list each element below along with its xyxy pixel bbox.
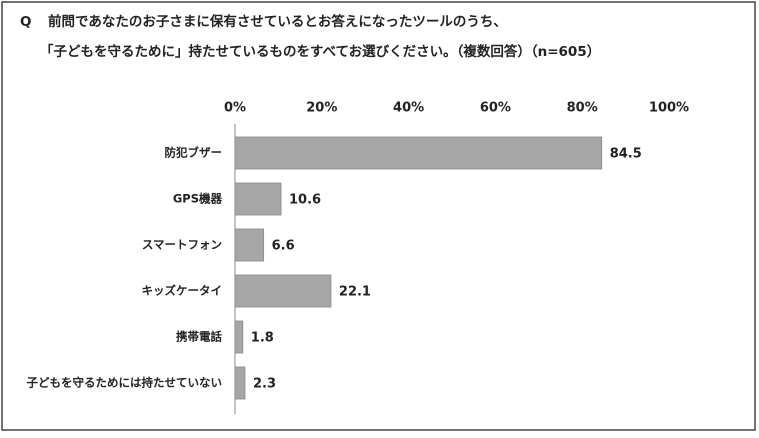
frame (1, 1, 756, 431)
x-tick-label: 40% (393, 101, 424, 116)
x-tick-label: 20% (306, 101, 337, 116)
chart-title: 「子どもを守るために」持たせているものをすべてお選びください。（複数回答）（n=… (40, 43, 600, 60)
bar (234, 366, 246, 400)
y-tick-label: キッズケータイ (142, 284, 223, 298)
y-tick-label: 子どもを守るためには持たせていない (27, 376, 223, 390)
value-label: 6.6 (272, 239, 295, 254)
bar (234, 136, 603, 170)
y-tick-label: 防犯ブザー (165, 146, 223, 160)
x-tick-label: 60% (480, 101, 511, 116)
y-tick-label: 携帯電話 (176, 330, 222, 344)
value-label: 22.1 (339, 285, 371, 300)
question-label: Q (20, 14, 31, 30)
bar (234, 274, 332, 308)
chart-title: 前問であなたのお子さまに保有させているとお答えになったツールのうち、 (48, 13, 507, 30)
x-tick-label: 100% (649, 101, 689, 116)
x-tick-label: 0% (224, 101, 246, 116)
value-label: 84.5 (610, 147, 642, 162)
bar (234, 228, 265, 262)
y-tick-label: GPS機器 (173, 192, 223, 206)
bar (234, 320, 244, 354)
value-label: 1.8 (251, 331, 274, 346)
value-label: 10.6 (289, 193, 321, 208)
bar (234, 182, 282, 216)
x-tick-label: 80% (567, 101, 598, 116)
value-label: 2.3 (253, 377, 276, 392)
y-tick-label: スマートフォン (142, 238, 222, 252)
